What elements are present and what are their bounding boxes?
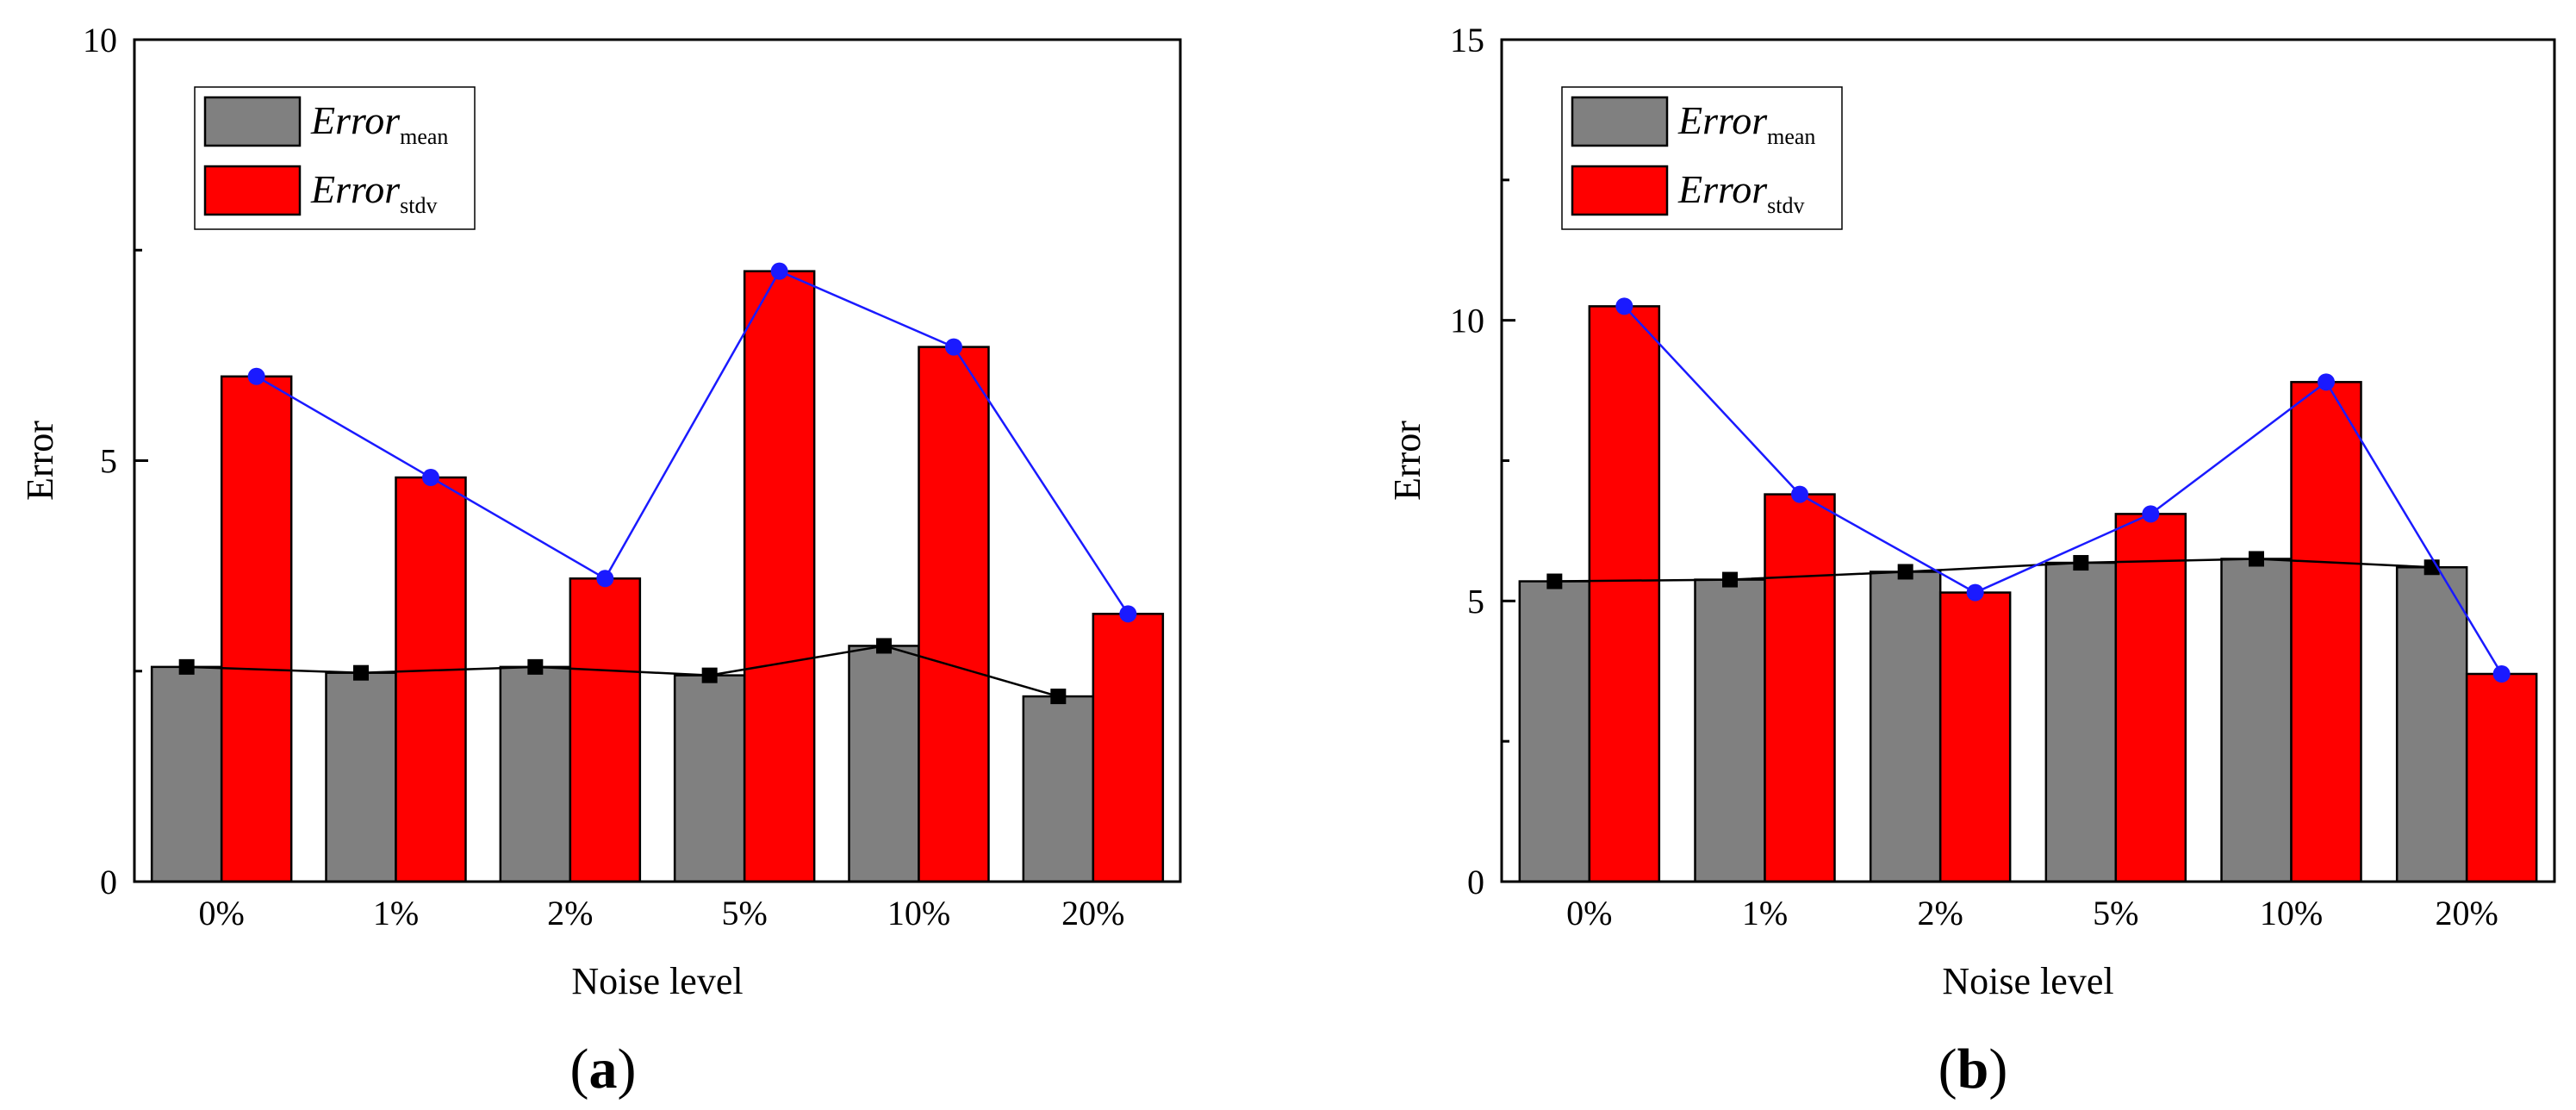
legend-swatch-a-0	[203, 96, 302, 147]
stdv-marker-b-0	[1615, 297, 1633, 315]
stdv-bar-b-2	[1938, 591, 2012, 883]
mean-line-a	[186, 645, 1059, 698]
y-axis-label-a: Error	[19, 421, 61, 501]
legend-swatch-b-0	[1571, 96, 1669, 147]
y-tick-label-a-0: 0	[100, 863, 117, 901]
mean-bar-a-3	[673, 674, 746, 883]
mean-bar-a-4	[848, 645, 920, 883]
stdv-marker-a-5	[1119, 605, 1137, 623]
stdv-bar-a-3	[743, 270, 816, 883]
stdv-marker-a-3	[770, 262, 788, 280]
mean-bar-a-5	[1022, 695, 1095, 883]
mean-marker-a-0	[178, 658, 195, 675]
stdv-marker-b-5	[2492, 665, 2511, 683]
panel-label-a: (a)	[570, 1038, 637, 1101]
mean-marker-a-1	[353, 664, 369, 681]
x-tick-label-b-3: 5%	[2093, 894, 2138, 932]
stdv-marker-b-1	[1791, 485, 1808, 503]
chart-panel-b: 0 5 10 15 0% 1% 2% 5% 10% 20% Noise level Error Erro…	[1386, 21, 2556, 1101]
stdv-bar-b-1	[1764, 493, 1836, 883]
stdv-marker-a-4	[945, 338, 962, 356]
stdv-marker-a-2	[596, 570, 614, 588]
stdv-bar-a-2	[569, 577, 642, 883]
mean-marker-b-2	[1897, 564, 1913, 580]
stdv-marker-a-1	[422, 469, 439, 487]
mean-bar-a-2	[499, 665, 572, 883]
mean-line-b	[1554, 558, 2432, 583]
stdv-line-a	[256, 270, 1129, 614]
x-tick-label-a-5: 20%	[1061, 894, 1124, 932]
x-tick-label-b-2: 2%	[1918, 894, 1963, 932]
mean-marker-b-1	[1722, 571, 1738, 588]
stdv-bar-a-0	[220, 375, 293, 883]
y-tick-label-b-2: 10	[1450, 302, 1484, 340]
stdv-marker-a-0	[247, 367, 265, 385]
legend-sub-a-1: stdv	[400, 193, 437, 218]
mean-bar-b-4	[2220, 558, 2293, 883]
mean-bar-a-1	[325, 671, 397, 883]
mean-bar-b-0	[1518, 580, 1591, 883]
mean-marker-b-0	[1546, 573, 1563, 589]
stdv-marker-b-2	[1966, 583, 1984, 602]
legend-sub-b-1: stdv	[1767, 193, 1804, 218]
stdv-bar-b-5	[2465, 672, 2538, 883]
y-tick-label-a-1: 5	[100, 442, 117, 481]
mean-marker-b-3	[2073, 555, 2089, 571]
stdv-bar-b-0	[1588, 305, 1661, 883]
x-tick-label-b-4: 10%	[2260, 894, 2323, 932]
mean-bar-b-2	[1869, 571, 1942, 883]
stdv-bar-b-3	[2114, 513, 2187, 883]
mean-marker-b-4	[2249, 551, 2264, 567]
y-axis-label-b: Error	[1386, 421, 1428, 501]
stdv-marker-b-3	[2142, 505, 2160, 523]
x-tick-label-a-0: 0%	[199, 894, 245, 932]
y-tick-label-a-2: 10	[83, 21, 117, 59]
x-axis-label-b: Noise level	[1942, 960, 2113, 1002]
legend-label-a-1: Errorstdv	[310, 167, 437, 218]
mean-bar-b-5	[2395, 566, 2468, 883]
legend-swatch-b-1	[1571, 165, 1669, 216]
mean-marker-a-3	[701, 667, 718, 683]
legend-swatch-a-1	[203, 165, 302, 216]
x-tick-label-a-1: 1%	[373, 894, 419, 932]
x-tick-label-a-4: 10%	[887, 894, 950, 932]
stdv-marker-b-4	[2318, 373, 2335, 391]
x-tick-label-a-2: 2%	[547, 894, 593, 932]
stdv-bar-b-4	[2290, 381, 2362, 883]
stdv-bar-a-1	[395, 476, 467, 883]
y-tick-label-b-3: 15	[1450, 21, 1484, 59]
x-tick-label-b-5: 20%	[2436, 894, 2498, 932]
stdv-line-b	[1623, 305, 2503, 675]
y-tick-label-b-1: 5	[1467, 582, 1484, 620]
mean-bar-a-0	[150, 665, 223, 883]
mean-marker-a-4	[876, 638, 892, 654]
legend-sub-b-0: mean	[1767, 124, 1815, 149]
x-tick-label-b-1: 1%	[1742, 894, 1788, 932]
stdv-bar-a-4	[918, 346, 990, 883]
legend-sub-a-0: mean	[400, 124, 448, 149]
stdv-bar-a-5	[1092, 613, 1165, 883]
mean-marker-a-2	[527, 658, 544, 675]
y-tick-label-b-0: 0	[1467, 863, 1484, 901]
x-tick-label-b-0: 0%	[1566, 894, 1612, 932]
x-axis-label-a: Noise level	[571, 960, 743, 1002]
x-tick-label-a-3: 5%	[722, 894, 768, 932]
panel-label-b: (b)	[1938, 1038, 2008, 1101]
mean-bar-b-1	[1694, 578, 1766, 883]
mean-marker-a-5	[1050, 689, 1067, 705]
mean-bar-b-3	[2044, 561, 2118, 883]
